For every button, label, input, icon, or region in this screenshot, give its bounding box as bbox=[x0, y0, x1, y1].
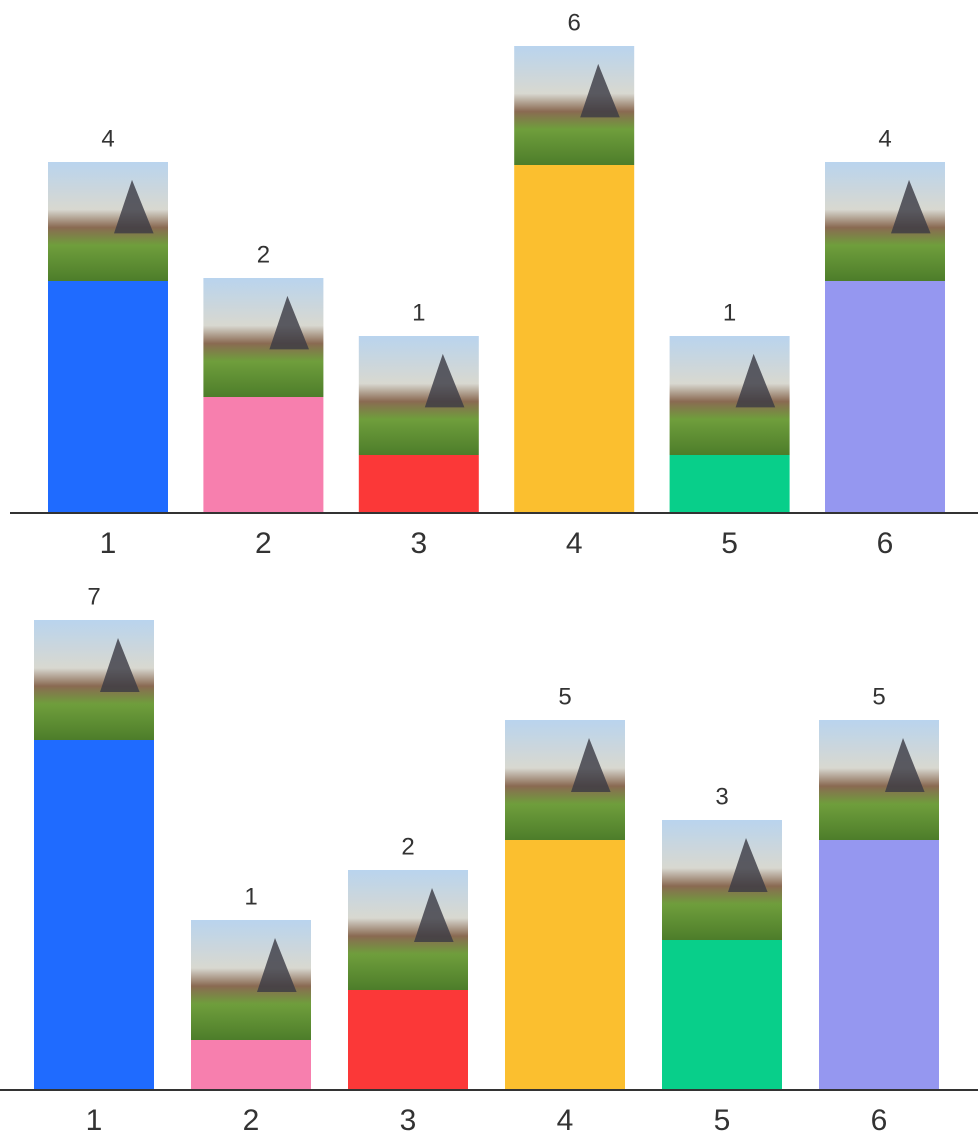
x-tick-label: 3 bbox=[410, 527, 427, 560]
bar bbox=[662, 940, 782, 1090]
photo-house bbox=[100, 638, 140, 692]
bar-photo bbox=[348, 870, 468, 990]
bar-photo bbox=[819, 720, 939, 840]
bar bbox=[358, 455, 479, 513]
bar-photo bbox=[505, 720, 625, 840]
bar-photo bbox=[514, 46, 635, 165]
bar bbox=[48, 281, 168, 513]
bar bbox=[348, 990, 468, 1090]
photo-house bbox=[269, 295, 309, 350]
value-label: 1 bbox=[723, 299, 736, 326]
photo-house bbox=[571, 738, 611, 792]
value-label: 2 bbox=[401, 833, 414, 860]
value-label: 1 bbox=[412, 299, 425, 326]
x-tick-label: 2 bbox=[255, 527, 272, 560]
value-label: 2 bbox=[257, 241, 270, 268]
photo-house bbox=[728, 838, 768, 892]
x-tick-label: 1 bbox=[86, 1104, 103, 1137]
bar-photo bbox=[358, 336, 479, 455]
x-tick-label: 2 bbox=[243, 1104, 260, 1137]
bar bbox=[819, 840, 939, 1090]
bar bbox=[34, 740, 154, 1090]
bar-photo bbox=[669, 336, 790, 455]
x-tick-label: 6 bbox=[877, 527, 894, 560]
value-label: 1 bbox=[244, 883, 257, 910]
x-tick-label: 4 bbox=[557, 1104, 574, 1137]
x-tick-label: 4 bbox=[566, 527, 583, 560]
photo-house bbox=[580, 63, 620, 118]
x-tick-label: 6 bbox=[871, 1104, 888, 1137]
value-label: 4 bbox=[878, 125, 891, 152]
bar-photo bbox=[48, 162, 168, 281]
x-tick-label: 5 bbox=[714, 1104, 731, 1137]
value-label: 5 bbox=[872, 683, 885, 710]
x-tick-label: 5 bbox=[721, 527, 738, 560]
bar bbox=[514, 165, 635, 513]
bar bbox=[825, 281, 945, 513]
value-label: 6 bbox=[568, 9, 581, 36]
bar bbox=[505, 840, 625, 1090]
bar-photo bbox=[203, 278, 324, 397]
bar bbox=[191, 1040, 311, 1090]
photo-house bbox=[885, 738, 925, 792]
photo-house bbox=[414, 888, 454, 942]
value-label: 4 bbox=[101, 125, 114, 152]
bar bbox=[669, 455, 790, 513]
bar-photo bbox=[825, 162, 945, 281]
x-tick-label: 3 bbox=[400, 1104, 417, 1137]
photo-house bbox=[114, 179, 154, 234]
bar-photo bbox=[662, 820, 782, 940]
bar-photo bbox=[191, 920, 311, 1040]
bar bbox=[203, 397, 324, 513]
photo-house bbox=[257, 938, 297, 992]
photo-house bbox=[891, 179, 931, 234]
photo-house bbox=[424, 353, 465, 408]
value-label: 3 bbox=[715, 783, 728, 810]
bar-photo bbox=[34, 620, 154, 740]
value-label: 7 bbox=[87, 583, 100, 610]
x-tick-label: 1 bbox=[100, 527, 117, 560]
photo-house bbox=[735, 353, 776, 408]
value-label: 5 bbox=[558, 683, 571, 710]
